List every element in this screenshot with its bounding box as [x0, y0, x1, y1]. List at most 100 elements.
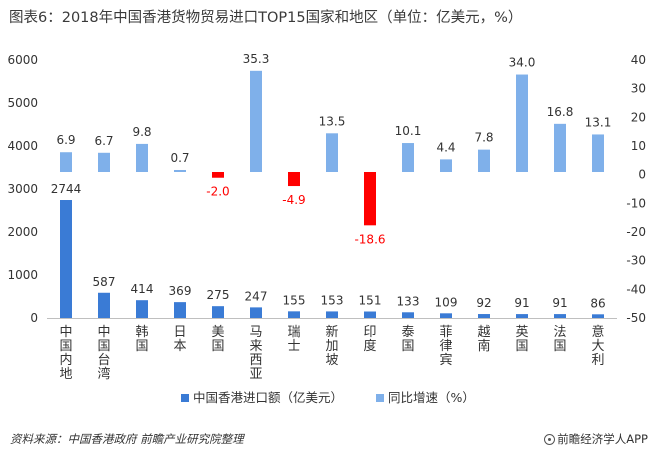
left-tick-label: 2000 [7, 225, 38, 239]
import-value-label: 414 [131, 282, 154, 296]
right-tick-label: 0 [638, 168, 646, 182]
growth-bar [98, 152, 110, 172]
growth-bar [592, 134, 604, 172]
data-labels: 6.9 2744 6.7 587 9.8 414 0.7 369 -2.0 275 35.3 247 -… [51, 52, 612, 310]
left-tick-label: 0 [30, 311, 38, 325]
growth-value-label: 9.8 [132, 125, 151, 139]
growth-bar [440, 159, 452, 172]
left-tick-label: 1000 [7, 268, 38, 282]
growth-bars [60, 70, 604, 226]
legend-label-import: 中国香港进口额（亿美元） [193, 390, 343, 405]
left-tick-label: 3000 [7, 182, 38, 196]
brand-credit: 前瞻经济学人APP [544, 431, 648, 447]
left-tick-label: 4000 [7, 139, 38, 153]
right-tick-label: 10 [631, 139, 646, 153]
growth-value-label: 34.0 [509, 56, 536, 70]
import-value-label: 155 [283, 293, 306, 307]
right-tick-label: -40 [626, 282, 646, 296]
import-value-label: 275 [207, 288, 230, 302]
right-tick-label: 20 [631, 110, 646, 124]
growth-value-label: -18.6 [354, 232, 385, 246]
growth-value-label: -2.0 [206, 185, 229, 199]
growth-bar [364, 172, 376, 226]
right-tick-label: -20 [626, 225, 646, 239]
category-label: 中国台湾 [97, 325, 110, 382]
growth-bar [136, 143, 148, 172]
growth-value-label: 6.9 [56, 133, 75, 147]
import-bar [478, 314, 490, 318]
brand-logo-icon [544, 434, 556, 445]
right-tick-label: -10 [626, 196, 646, 210]
legend-label-growth: 同比增速（%） [388, 390, 475, 405]
import-value-label: 91 [552, 296, 567, 310]
import-bar [288, 311, 300, 318]
brand-text: 前瞻经济学人APP [557, 432, 648, 446]
growth-value-label: 16.8 [547, 105, 574, 119]
axes: 0 1000 2000 3000 4000 5000 6000 40 30 20 10 0 -10 -20… [7, 53, 646, 382]
growth-value-label: 13.5 [319, 114, 346, 128]
growth-value-label: 6.7 [94, 134, 113, 148]
growth-bar [402, 143, 414, 172]
import-bar [402, 312, 414, 318]
growth-value-label: -4.9 [282, 193, 305, 207]
import-bar [592, 314, 604, 318]
category-label: 瑞士 [287, 325, 300, 354]
import-bar [136, 300, 148, 318]
category-label: 美国 [211, 325, 224, 354]
import-bars [60, 200, 604, 318]
legend-swatch-import [181, 394, 189, 402]
chart-title: 图表6：2018年中国香港货物贸易进口TOP15国家和地区（单位：亿美元，%） [9, 10, 523, 26]
import-value-label: 133 [397, 294, 420, 308]
import-value-label: 247 [245, 289, 268, 303]
import-value-label: 151 [359, 294, 382, 308]
category-label: 意大利 [591, 324, 604, 368]
import-value-label: 109 [435, 295, 458, 309]
chart-area: 0 1000 2000 3000 4000 5000 6000 40 30 20 10 0 -10 -20… [7, 52, 646, 405]
category-label: 新加坡 [325, 324, 338, 368]
import-value-label: 86 [590, 296, 605, 310]
category-label: 印度 [363, 325, 376, 354]
growth-value-label: 7.8 [474, 131, 493, 145]
right-tick-label: 40 [631, 53, 646, 67]
category-label: 日本 [173, 325, 186, 354]
source-note: 资料来源：中国香港政府 前瞻产业研究院整理 [10, 432, 244, 446]
import-bar [98, 292, 110, 318]
growth-value-label: 4.4 [436, 140, 455, 154]
import-value-label: 92 [476, 296, 491, 310]
category-label: 菲律宾 [439, 325, 452, 368]
import-bar [516, 314, 528, 318]
growth-bar [516, 74, 528, 172]
import-bar [250, 307, 262, 318]
growth-bar [478, 149, 490, 172]
import-value-label: 2744 [51, 182, 82, 196]
legend-swatch-growth [376, 394, 384, 402]
category-label: 越南 [477, 325, 490, 354]
import-bar [174, 302, 186, 318]
category-label: 法国 [553, 325, 566, 354]
right-tick-label: -50 [626, 311, 646, 325]
import-value-label: 153 [321, 293, 344, 307]
growth-bar [60, 152, 72, 172]
growth-bar [288, 172, 300, 187]
right-tick-label: 30 [631, 82, 646, 96]
growth-value-label: 0.7 [170, 151, 189, 165]
category-label: 韩国 [135, 325, 148, 354]
growth-bar [212, 172, 224, 178]
left-tick-label: 6000 [7, 53, 38, 67]
growth-bar [174, 169, 186, 172]
import-bar [554, 314, 566, 318]
import-bar [212, 306, 224, 318]
growth-bar [250, 70, 262, 172]
import-value-label: 369 [169, 284, 192, 298]
legend: 中国香港进口额（亿美元） 同比增速（%） [181, 390, 475, 405]
growth-value-label: 10.1 [395, 124, 422, 138]
category-label: 中国内地 [59, 325, 72, 382]
import-value-label: 587 [93, 275, 116, 289]
import-bar [326, 311, 338, 318]
import-value-label: 91 [514, 296, 529, 310]
import-bar [440, 313, 452, 318]
import-bar [364, 311, 376, 318]
right-tick-label: -30 [626, 254, 646, 268]
left-tick-label: 5000 [7, 96, 38, 110]
import-bar [60, 200, 72, 318]
